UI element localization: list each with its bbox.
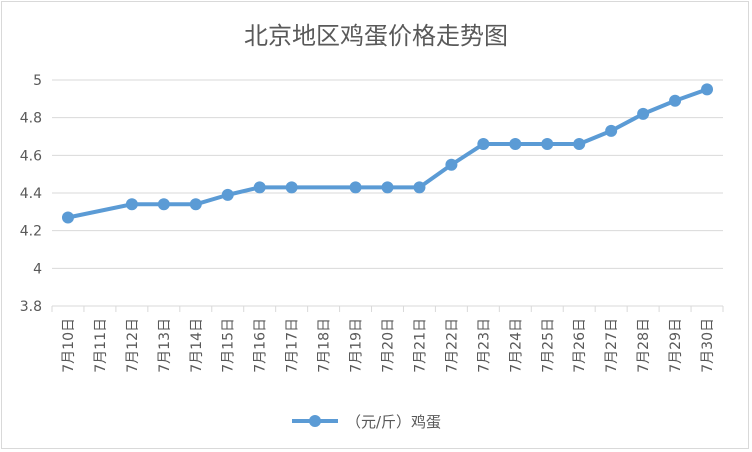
data-point (157, 198, 170, 211)
x-tick-label: 7月10日 (61, 318, 77, 373)
data-point (381, 181, 394, 194)
x-tick-label: 7月21日 (412, 318, 428, 373)
data-point (445, 158, 458, 171)
data-point (125, 198, 138, 211)
legend-marker (292, 411, 338, 431)
data-point (605, 124, 618, 137)
x-tick-label: 7月17日 (285, 318, 301, 373)
y-tick-label: 3.8 (20, 299, 42, 315)
x-tick-label: 7月15日 (221, 318, 237, 373)
x-tick-label: 7月26日 (572, 318, 588, 373)
y-tick-label: 4.2 (20, 224, 42, 240)
x-tick-label: 7月13日 (157, 318, 173, 373)
x-tick-label: 7月14日 (189, 318, 205, 373)
data-point (221, 188, 234, 201)
data-point (477, 138, 490, 151)
data-point (509, 138, 522, 151)
y-tick-label: 5 (33, 73, 42, 89)
data-point (701, 83, 714, 96)
x-tick-label: 7月11日 (93, 318, 109, 373)
x-tick-label: 7月23日 (476, 318, 492, 373)
x-tick-label: 7月22日 (444, 318, 460, 373)
data-point (253, 181, 266, 194)
data-point (189, 198, 202, 211)
data-point (61, 211, 74, 224)
y-tick-label: 4.8 (20, 111, 42, 127)
data-point (349, 181, 362, 194)
x-tick-label: 7月12日 (125, 318, 141, 373)
x-tick-label: 7月20日 (381, 318, 397, 373)
y-tick-label: 4.6 (20, 148, 42, 164)
data-point (413, 181, 426, 194)
data-point (669, 94, 682, 107)
x-tick-label: 7月25日 (540, 318, 556, 373)
data-point (541, 138, 554, 151)
data-point (285, 181, 298, 194)
data-point (573, 138, 586, 151)
data-point (637, 107, 650, 120)
x-tick-label: 7月19日 (349, 318, 365, 373)
y-tick-label: 4.4 (20, 186, 42, 202)
x-tick-label: 7月28日 (636, 318, 652, 373)
chart-title: 北京地区鸡蛋价格走势图 (244, 22, 508, 50)
x-tick-label: 7月30日 (700, 318, 716, 373)
legend: （元/斤）鸡蛋 (292, 409, 441, 433)
legend-label: （元/斤）鸡蛋 (346, 412, 442, 431)
x-tick-label: 7月16日 (253, 318, 269, 373)
x-tick-label: 7月27日 (604, 318, 620, 373)
x-tick-label: 7月24日 (508, 318, 524, 373)
series-line (65, 87, 710, 220)
x-tick-label: 7月29日 (668, 318, 684, 373)
y-tick-label: 4 (33, 261, 42, 277)
x-tick-label: 7月18日 (317, 318, 333, 373)
